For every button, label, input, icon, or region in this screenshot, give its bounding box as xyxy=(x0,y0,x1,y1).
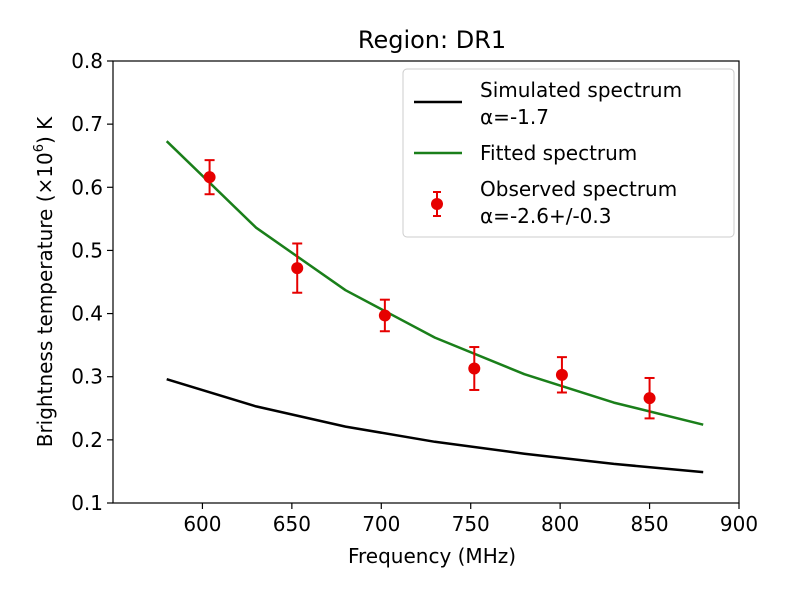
observed-marker xyxy=(378,309,391,322)
y-tick-label: 0.1 xyxy=(71,491,103,515)
legend-fitted-label: Fitted spectrum xyxy=(480,141,637,165)
legend-simulated-label: Simulated spectrum xyxy=(480,78,682,102)
y-axis-label-exponent: 6 xyxy=(32,144,47,152)
observed-marker xyxy=(203,171,216,184)
observed-data-point xyxy=(291,242,304,294)
legend-observed-swatch xyxy=(431,191,443,217)
x-axis: 600 650 700 750 800 850 900 xyxy=(183,503,758,536)
observed-data-point xyxy=(555,356,568,394)
simulated-spectrum-line xyxy=(166,378,704,474)
observed-data-point xyxy=(203,159,216,196)
observed-marker xyxy=(643,392,656,405)
y-tick-label: 0.7 xyxy=(71,112,103,136)
x-tick-label: 850 xyxy=(630,512,668,536)
y-axis-label: Brightness temperature (×106) K xyxy=(32,116,57,447)
x-tick-label: 700 xyxy=(362,512,400,536)
observed-marker xyxy=(555,368,568,381)
y-tick-label: 0.6 xyxy=(71,175,103,199)
fitted-spectrum-line xyxy=(165,140,704,426)
y-tick-label: 0.4 xyxy=(71,302,103,326)
observed-data-point xyxy=(468,346,481,391)
observed-data-point xyxy=(643,376,656,420)
plot-area xyxy=(165,140,704,474)
x-tick-label: 750 xyxy=(452,512,490,536)
y-tick-label: 0.5 xyxy=(71,238,103,262)
legend: Simulated spectrum α=-1.7 Fitted spectru… xyxy=(402,68,735,238)
y-tick-label: 0.3 xyxy=(71,365,103,389)
x-tick-label: 600 xyxy=(183,512,221,536)
x-tick-label: 900 xyxy=(720,512,758,536)
legend-observed-label: Observed spectrum xyxy=(480,177,677,201)
axes-frame xyxy=(112,60,740,504)
chart-title: Region: DR1 xyxy=(358,26,506,54)
legend-observed-alpha: α=-2.6+/-0.3 xyxy=(480,204,611,228)
x-tick-label: 800 xyxy=(541,512,579,536)
y-tick-label: 0.2 xyxy=(71,428,103,452)
observed-marker xyxy=(291,262,304,275)
observed-marker xyxy=(468,362,481,375)
x-tick-label: 650 xyxy=(273,512,311,536)
y-axis: 0.1 0.2 0.3 0.4 0.5 0.6 0.7 0.8 xyxy=(71,49,113,515)
observed-data-point xyxy=(378,298,391,333)
y-tick-label: 0.8 xyxy=(71,49,103,73)
x-axis-label: Frequency (MHz) xyxy=(348,544,516,568)
legend-simulated-alpha: α=-1.7 xyxy=(480,105,549,129)
legend-box xyxy=(402,68,735,238)
